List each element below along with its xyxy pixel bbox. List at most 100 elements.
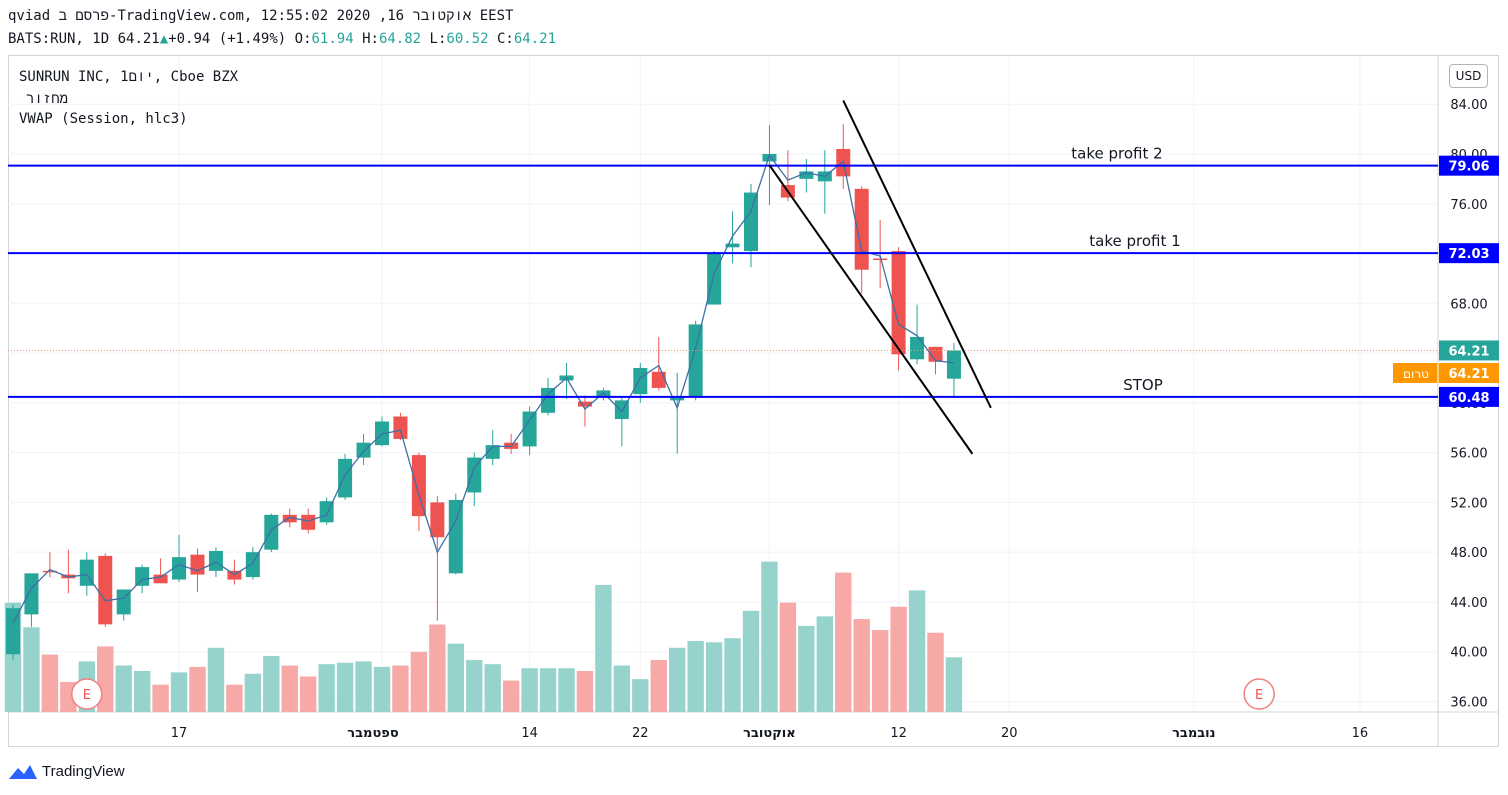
candle-body — [245, 552, 260, 578]
tradingview-logo[interactable]: TradingView — [8, 762, 125, 780]
candle-body — [116, 589, 131, 615]
volume-bar — [484, 664, 501, 712]
candle-body — [338, 458, 353, 498]
candle-body — [946, 350, 961, 379]
candle-body — [6, 608, 20, 655]
candle-body — [707, 253, 722, 305]
time-tick-label: 20 — [1001, 726, 1018, 741]
price-tick-label: 40.00 — [1450, 646, 1487, 661]
price-tick-label: 56.00 — [1450, 447, 1487, 462]
volume-bar — [687, 640, 704, 712]
series-legend[interactable]: SUNRUN INC, 1יום, Cboe BZX — [19, 69, 239, 85]
vwap-legend[interactable]: VWAP (Session, hlc3) — [19, 111, 188, 127]
tradingview-icon — [9, 765, 37, 779]
volume-bar — [447, 643, 464, 712]
high-value: 64.82 — [378, 31, 422, 47]
vwap-path — [12, 153, 955, 624]
time-tick-label: 16 — [1352, 726, 1369, 741]
price-tick-label: 76.00 — [1450, 198, 1487, 213]
volume-bar — [23, 627, 40, 712]
volume-bar — [521, 668, 538, 712]
volume-bar — [373, 666, 391, 712]
volume-bar — [761, 561, 778, 712]
volume-bar — [558, 668, 575, 712]
candle-body — [910, 336, 925, 360]
volume-bar — [263, 655, 280, 712]
time-tick-label: 17 — [171, 726, 188, 741]
pre-market-label: טרום — [1403, 367, 1429, 381]
volume-bar — [336, 662, 354, 712]
volume-bar — [816, 616, 833, 712]
candle-body — [670, 396, 685, 401]
low-label: L: — [429, 31, 447, 47]
volume-bar — [133, 671, 151, 712]
price-tick-label: 44.00 — [1450, 596, 1487, 611]
earnings-event-icon — [1243, 678, 1275, 710]
candle-body — [356, 442, 371, 458]
time-tick-label: 12 — [890, 726, 907, 741]
up-arrow-icon: ▲ — [159, 31, 169, 47]
candle-body — [522, 411, 537, 447]
volume-bars — [4, 561, 963, 712]
pre-market-price: 64.21 — [1448, 367, 1489, 382]
volume-bar — [632, 679, 649, 712]
candle-body — [651, 371, 666, 388]
earnings-event-label: E — [1255, 688, 1263, 703]
trend-channel — [768, 100, 992, 455]
volume-bar — [115, 665, 132, 712]
volume-bar — [502, 680, 520, 712]
earnings-event-label: E — [83, 688, 91, 703]
close-label: C: — [497, 31, 514, 47]
level-price-tag: 79.06 — [1448, 160, 1489, 175]
volume-bar — [207, 647, 225, 712]
pre-market-tag-bg — [1393, 362, 1499, 383]
change-value: +0.94 (+1.49%) — [168, 31, 287, 47]
candle-body — [799, 171, 814, 179]
candle-body — [393, 416, 408, 439]
last-price-tag: 64.21 — [1448, 344, 1489, 359]
candle-body — [153, 574, 168, 584]
time-tick-label: אוקטובר — [743, 726, 796, 741]
brand-name: TradingView — [42, 762, 125, 780]
time-tick-label: נובמבר — [1172, 726, 1215, 741]
time-axis: 17 ספטמבר 14 22 אוקטובר 12 20 נובמבר 16 — [171, 726, 1368, 741]
candle-body — [541, 387, 556, 413]
volume-bar — [226, 684, 243, 712]
candle-body — [282, 514, 297, 523]
level-price-tag-bg — [1439, 386, 1499, 407]
volume-bar — [853, 619, 870, 712]
candle-body — [891, 251, 906, 355]
volume-legend[interactable]: מחזור — [26, 91, 69, 107]
symbol-label: BATS:RUN, 1D — [8, 31, 110, 47]
candle-body — [172, 557, 187, 580]
volume-bar — [742, 610, 760, 712]
candle-body — [135, 567, 150, 586]
volume-bar — [355, 661, 372, 712]
volume-bar — [41, 654, 59, 712]
currency-button[interactable]: USD — [1449, 64, 1488, 88]
price-tick-label: 52.00 — [1450, 496, 1487, 511]
volume-bar — [244, 673, 262, 712]
candle-body — [744, 192, 758, 252]
channel-line — [768, 164, 974, 455]
volume-bar — [724, 638, 741, 712]
volume-bar — [410, 651, 428, 712]
low-value: 60.52 — [446, 31, 489, 47]
candle-body — [264, 514, 279, 550]
volume-bar — [189, 666, 206, 712]
publish-info: qviad פרסם ב-TradingView.com, אוקטובר 16… — [8, 8, 514, 24]
last-price-value: 64.21 — [117, 31, 160, 47]
candle-body — [448, 499, 463, 574]
candles — [6, 124, 961, 661]
high-label: H: — [362, 31, 379, 47]
channel-line — [842, 100, 992, 409]
volume-bar — [779, 602, 797, 712]
candle-body — [485, 445, 500, 459]
volume-bar — [798, 625, 815, 712]
price-tick-label: 36.00 — [1450, 696, 1487, 711]
volume-bar — [650, 660, 667, 712]
earnings-event-icon — [71, 678, 103, 710]
time-tick-label: ספטמבר — [347, 726, 399, 741]
